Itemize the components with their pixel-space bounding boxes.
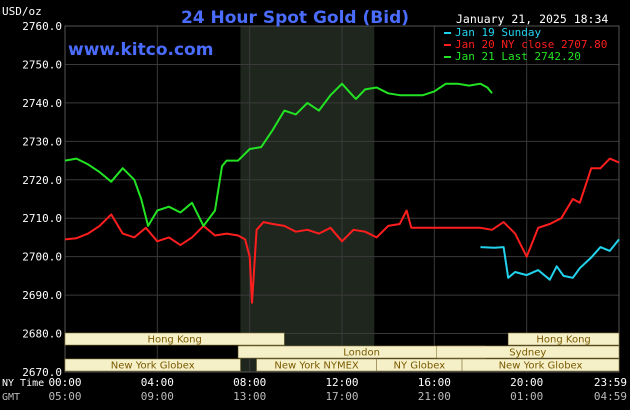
legend-entry: Jan 20 NY close 2707.80 [444,38,607,51]
session-bar [461,358,620,372]
session-box: New York Globex [461,358,620,372]
y-tick-label: 2710.0 [22,212,62,225]
legend-label: Jan 20 NY close 2707.80 [455,38,607,51]
legend-label: Jan 19 Sunday [455,26,541,39]
y-tick-label: 2740.0 [22,97,62,110]
x-tick-label: 23:59 [594,376,627,389]
x-axis-row-label: NY Time [2,378,44,389]
y-tick-label: 2730.0 [22,135,62,148]
session-box: Hong Kong [507,332,620,346]
y-tick-label: 2690.0 [22,289,62,302]
x-tick-label: 16:00 [418,376,451,389]
legend-label: Jan 21 Last 2742.20 [455,50,581,63]
grid-lines [64,25,620,373]
session-box: Hong Kong [64,332,285,346]
x-tick-label: 01:00 [510,390,543,403]
x-tick-label: 21:00 [418,390,451,403]
x-tick-label: 05:00 [48,390,81,403]
unit-label: USD/oz [2,5,42,18]
y-tick-label: 2700.0 [22,251,62,264]
session-bar [64,332,285,346]
session-label: New York Globex [111,361,195,372]
session-label: Sydney [509,348,546,359]
x-tick-label: 04:59 [594,390,627,403]
plot-frame [64,25,620,373]
trading-sessions: Hong Kong Hong Kong London Sydney New York G… [64,332,620,372]
session-bar [507,332,620,346]
y-tick-label: 2670.0 [22,366,62,379]
y-tick-label: 2720.0 [22,174,62,187]
shaded-region [240,26,375,372]
x-axis-ticks: NY Time 00:00 04:00 08:00 12:00 16:00 20:00 23:… [2,376,627,403]
x-tick-label: 08:00 [233,376,266,389]
x-tick-label: 12:00 [325,376,358,389]
session-bar [436,345,620,359]
y-tick-label: 2760.0 [22,20,62,33]
session-label: London [343,348,380,359]
session-label: Hong Kong [536,335,590,346]
series-line [480,238,620,281]
watermark: www.kitco.com [68,40,213,60]
y-tick-label: 2680.0 [22,328,62,341]
session-label: New York Globex [499,361,583,372]
session-box: Sydney [436,345,620,359]
x-tick-label: 04:00 [141,376,174,389]
session-label: New York NYMEX [274,361,359,372]
session-box: New York NYMEX [256,358,377,372]
x-axis-row-label: GMT [2,392,20,403]
series-line [64,157,620,304]
x-tick-label: 09:00 [141,390,174,403]
legend-entry: Jan 19 Sunday [444,26,541,39]
timestamp: January 21, 2025 18:34 [456,12,608,26]
session-label: NY Globex [394,361,446,372]
session-box: NY Globex [376,358,463,372]
session-box: New York Globex [64,358,241,372]
session-bar [64,358,241,372]
x-tick-label: 00:00 [48,376,81,389]
series-layer [64,82,620,304]
legend-entry: Jan 21 Last 2742.20 [444,50,581,63]
x-tick-label: 17:00 [325,390,358,403]
x-tick-label: 20:00 [510,376,543,389]
x-tick-label: 13:00 [233,390,266,403]
y-axis-ticks: 2670.0 2680.0 2690.0 2700.0 2710.0 2720.0 2730… [22,20,62,379]
session-label: Hong Kong [147,335,201,346]
chart-title: 24 Hour Spot Gold (Bid) [181,8,409,28]
series-line [64,82,493,227]
y-tick-label: 2750.0 [22,58,62,71]
